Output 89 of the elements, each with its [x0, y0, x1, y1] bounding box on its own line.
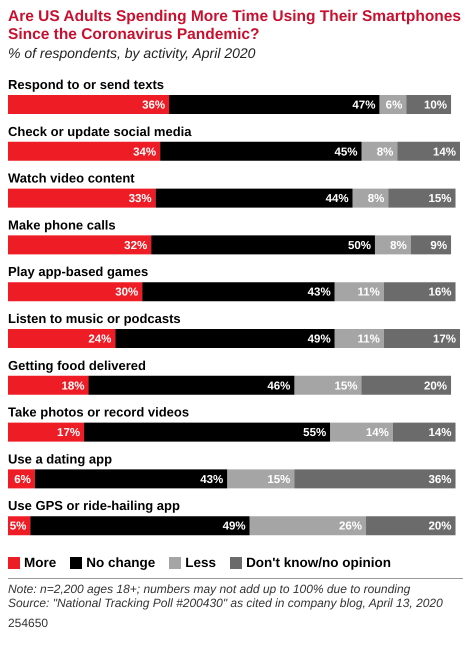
- data-label: 30%: [115, 286, 138, 299]
- y-tick-label: Use GPS or ride-hailing app: [8, 498, 180, 514]
- data-label: 8%: [376, 146, 394, 158]
- data-label: 36%: [142, 100, 166, 112]
- data-label: 17%: [57, 427, 80, 440]
- data-label: 43%: [200, 474, 224, 486]
- data-label: 36%: [428, 474, 452, 486]
- bar: [30, 516, 250, 536]
- bar: [388, 188, 456, 208]
- bar: [84, 422, 330, 442]
- bar: [294, 376, 362, 395]
- bar: [8, 188, 156, 208]
- y-tick-label: Take photos or record videos: [8, 404, 190, 420]
- bar: [362, 376, 452, 395]
- data-label: 24%: [88, 334, 112, 346]
- data-label: 50%: [348, 240, 371, 252]
- y-tick-label: Getting food delivered: [8, 358, 146, 373]
- legend-label: Don't know/no opinion: [245, 555, 391, 570]
- bar: [227, 469, 294, 488]
- bar: [384, 282, 456, 302]
- data-label: 11%: [358, 286, 380, 299]
- data-label: 45%: [334, 146, 358, 158]
- data-label: 18%: [62, 380, 85, 392]
- bar: [142, 282, 335, 302]
- data-label: 20%: [424, 380, 448, 392]
- y-tick-label: Play app-based games: [8, 264, 148, 280]
- bar: [160, 142, 362, 161]
- data-label: 14%: [366, 427, 389, 440]
- data-label: 49%: [308, 334, 331, 346]
- bar: [392, 422, 456, 442]
- y-tick-label: Check or update social media: [8, 124, 192, 139]
- data-label: 14%: [428, 427, 452, 440]
- bar: [294, 469, 456, 488]
- data-label: 43%: [308, 286, 331, 299]
- data-label: 15%: [428, 193, 452, 206]
- data-label: 34%: [133, 146, 156, 158]
- data-label: 26%: [338, 520, 362, 533]
- data-label: 8%: [390, 240, 407, 252]
- source-note: Source: "National Tracking Poll #200430" as cited in company blog, April 13, 2020: [8, 596, 444, 610]
- data-label: 46%: [267, 380, 290, 392]
- y-tick-label: Listen to music or podcasts: [8, 311, 181, 326]
- bar: [34, 469, 228, 488]
- data-label: 55%: [303, 427, 326, 440]
- bar: [8, 282, 142, 302]
- data-label: 17%: [432, 334, 456, 346]
- chart-title: Are US Adults Spending More Time Using Their Smartphones Since the Coronavirus Pandemic?: [8, 8, 462, 44]
- data-label: 8%: [368, 193, 384, 206]
- bar: [8, 142, 160, 161]
- data-label: 10%: [424, 100, 448, 112]
- y-tick-label: Use a dating app: [8, 451, 112, 466]
- chart-subtitle: % of respondents, by activity, April 2020: [8, 45, 256, 61]
- bar: [384, 329, 460, 348]
- data-label: 14%: [432, 146, 456, 158]
- bar: [115, 329, 335, 348]
- bar: [151, 235, 375, 254]
- data-label: 6%: [14, 474, 31, 486]
- y-tick-label: Respond to or send texts: [8, 77, 164, 92]
- bar: [250, 516, 366, 536]
- data-label: 20%: [428, 520, 452, 533]
- bar: [8, 376, 89, 395]
- data-label: 15%: [334, 380, 358, 392]
- data-label: 47%: [352, 100, 376, 112]
- bar: [169, 95, 380, 114]
- data-label: 49%: [222, 520, 246, 533]
- data-label: 9%: [430, 240, 448, 252]
- text: 254650: [8, 616, 50, 630]
- data-label: 32%: [124, 240, 148, 252]
- data-label: 5%: [10, 520, 26, 533]
- bar: [8, 329, 116, 348]
- bar: [397, 142, 460, 161]
- data-label: 33%: [128, 193, 152, 206]
- legend-label: Less: [184, 555, 216, 570]
- y-tick-label: Make phone calls: [8, 217, 116, 232]
- legend-label: More: [23, 555, 56, 570]
- data-label: 11%: [358, 334, 380, 346]
- bar: [8, 95, 170, 114]
- bar: [330, 422, 393, 442]
- bar: [8, 422, 84, 442]
- bar: [8, 235, 152, 254]
- bar: [156, 188, 353, 208]
- data-label: 6%: [386, 100, 402, 112]
- data-label: 44%: [326, 193, 349, 206]
- data-label: 16%: [428, 286, 452, 299]
- y-tick-label: Watch video content: [8, 170, 136, 186]
- bar: [88, 376, 294, 395]
- legend-label: No change: [85, 555, 156, 570]
- bar: [366, 516, 456, 536]
- text: Note: n=2,200 ages 18+; numbers may not add up to 100% due to rounding: [8, 582, 412, 596]
- data-label: 15%: [267, 474, 290, 486]
